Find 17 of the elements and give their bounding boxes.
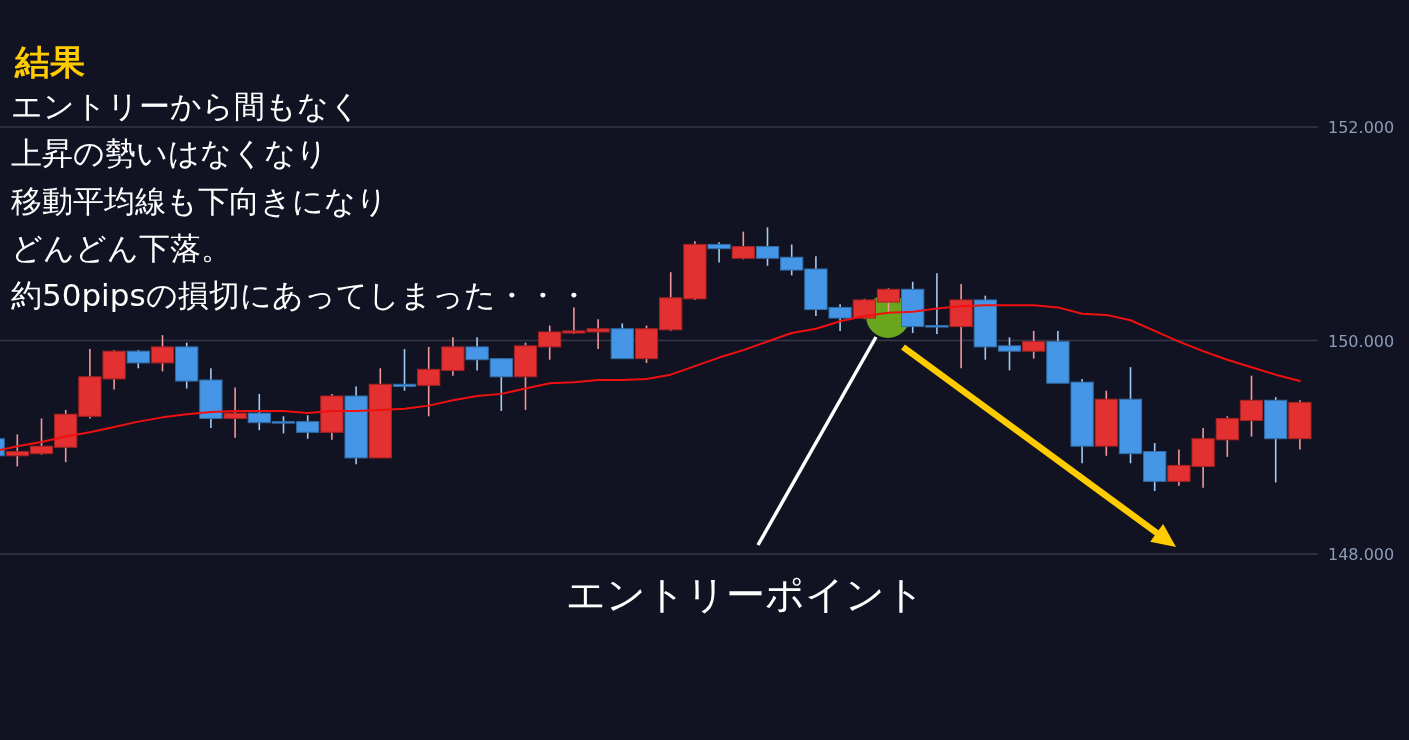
annotation: 移動平均線も下向きになり: [11, 182, 388, 219]
text: エントリーポイント: [565, 572, 925, 617]
candlestick: [1022, 330, 1046, 360]
annotation: 約50pipsの損切にあってしまった・・・: [11, 277, 589, 314]
annotation: どんどん下落。: [11, 229, 232, 266]
y-tick-label: 152.000: [1328, 118, 1395, 138]
chart-title: 結果: [14, 42, 85, 82]
annotation: 上昇の勢いはなくなり: [11, 135, 328, 172]
candlestick: [731, 230, 755, 261]
candlestick: [223, 386, 247, 439]
candlestick: [150, 334, 175, 373]
candlestick: [707, 241, 731, 264]
y-tick-label: 148.000: [1328, 545, 1395, 565]
y-tick-label: 150.000: [1328, 331, 1395, 351]
candlestick: [392, 348, 417, 392]
text: エントリーから間もなく: [11, 88, 361, 124]
candlestick: [126, 349, 150, 370]
